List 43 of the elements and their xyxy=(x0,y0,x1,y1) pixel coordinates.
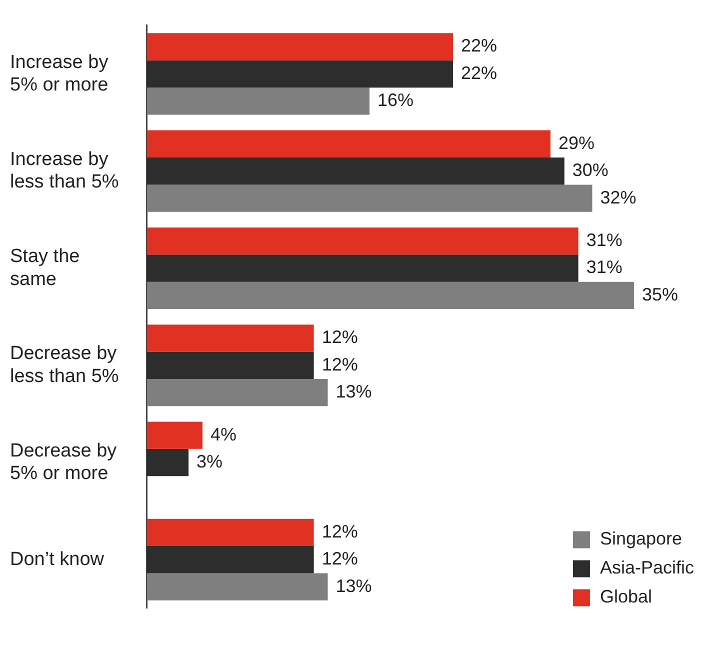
data-label: 29% xyxy=(558,132,595,153)
legend-label: Singapore xyxy=(600,528,682,549)
data-label: 22% xyxy=(461,36,498,56)
bar xyxy=(146,33,454,60)
data-label: 30% xyxy=(572,160,608,180)
y-tick-label: Decrease by 5% or more xyxy=(10,440,118,484)
data-label: 12% xyxy=(322,327,358,348)
data-label: 22% xyxy=(461,62,498,83)
data-label: 31% xyxy=(586,230,622,250)
bar xyxy=(146,422,202,449)
bar xyxy=(146,546,314,574)
data-label: 12% xyxy=(322,548,358,569)
bar xyxy=(146,352,314,379)
bar xyxy=(146,184,592,212)
y-tick-label: Decrease by less than 5% xyxy=(10,343,119,387)
data-label: 4% xyxy=(210,424,236,444)
y-tick-label: Increase by 5% or more xyxy=(10,52,109,96)
y-tick-label: Increase by less than 5% xyxy=(10,148,119,193)
y-tick-label: Stay the same xyxy=(10,246,80,290)
bar xyxy=(146,324,314,352)
bar xyxy=(146,282,634,310)
bar xyxy=(146,60,454,88)
legend-label: Global xyxy=(600,586,652,607)
bar xyxy=(146,227,578,255)
legend-label: Asia-Pacific xyxy=(600,558,694,578)
bar xyxy=(146,130,550,158)
data-label: 16% xyxy=(378,90,414,110)
data-label: 31% xyxy=(586,257,622,278)
data-label: 32% xyxy=(600,187,636,208)
data-label: 12% xyxy=(322,521,358,542)
y-tick-label: Don’t know xyxy=(10,548,104,570)
data-label: 13% xyxy=(336,576,372,596)
data-label: 35% xyxy=(642,284,678,304)
bar xyxy=(146,573,328,600)
data-label: 3% xyxy=(196,451,223,472)
bar xyxy=(146,158,564,185)
data-label: 13% xyxy=(336,382,372,402)
bar xyxy=(146,518,314,546)
bar xyxy=(146,88,370,115)
bar xyxy=(146,448,189,476)
bar xyxy=(146,254,578,282)
bar xyxy=(146,378,328,406)
data-label: 12% xyxy=(322,354,358,374)
